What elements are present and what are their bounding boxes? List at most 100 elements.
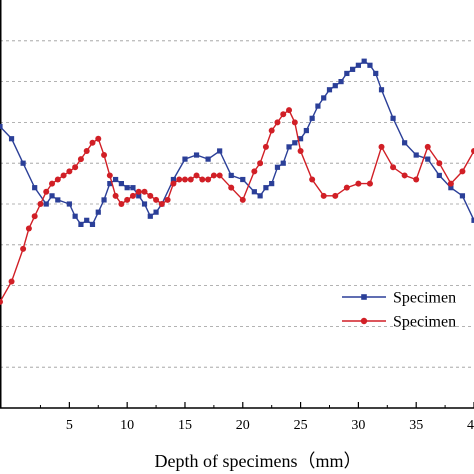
legend-marker bbox=[361, 294, 367, 300]
x-tick-label: 35 bbox=[409, 418, 423, 433]
data-point bbox=[107, 181, 113, 187]
data-point bbox=[297, 147, 304, 154]
data-point bbox=[147, 192, 154, 199]
data-point bbox=[303, 127, 309, 134]
data-point bbox=[54, 176, 61, 183]
data-point bbox=[343, 184, 350, 191]
data-point bbox=[135, 188, 142, 195]
data-point bbox=[199, 176, 206, 183]
data-point bbox=[49, 180, 56, 187]
data-point bbox=[366, 180, 373, 187]
data-point bbox=[193, 172, 200, 179]
data-point bbox=[43, 201, 49, 207]
data-point bbox=[118, 181, 124, 187]
data-point bbox=[373, 70, 379, 77]
legend-item: Specimen bbox=[342, 290, 456, 307]
data-point bbox=[25, 225, 32, 232]
data-point bbox=[170, 176, 177, 183]
data-point bbox=[60, 172, 67, 179]
data-point bbox=[355, 180, 362, 187]
data-point bbox=[181, 176, 188, 183]
data-point bbox=[257, 193, 263, 199]
data-point bbox=[292, 140, 298, 146]
data-point bbox=[459, 193, 466, 199]
data-point bbox=[280, 111, 287, 118]
legend-marker bbox=[360, 317, 368, 325]
data-point bbox=[367, 62, 373, 68]
data-point bbox=[338, 79, 344, 85]
data-point bbox=[240, 176, 246, 183]
data-point bbox=[471, 217, 474, 223]
data-point bbox=[309, 115, 315, 121]
data-point bbox=[401, 172, 408, 179]
data-point bbox=[425, 156, 431, 162]
data-point bbox=[77, 156, 84, 163]
data-point bbox=[390, 115, 396, 121]
data-point bbox=[344, 70, 350, 77]
data-point bbox=[31, 213, 38, 220]
data-point bbox=[332, 83, 338, 89]
data-point bbox=[141, 201, 148, 207]
data-point bbox=[228, 172, 234, 179]
x-tick-label: 30 bbox=[351, 418, 365, 433]
data-point bbox=[280, 160, 286, 166]
data-point bbox=[0, 298, 3, 305]
data-point bbox=[124, 196, 131, 203]
x-tick-label: 5 bbox=[66, 418, 73, 433]
data-point bbox=[49, 193, 55, 199]
data-point bbox=[113, 176, 119, 183]
data-point bbox=[205, 156, 211, 162]
data-point bbox=[269, 181, 275, 187]
x-tick-label: 15 bbox=[178, 418, 192, 433]
x-ticks: 5 10 15 20 25 30 35 40 bbox=[39, 402, 474, 433]
x-tick-label: 20 bbox=[236, 418, 250, 433]
data-point bbox=[315, 103, 321, 109]
x-tick-label: 25 bbox=[294, 418, 308, 433]
data-point bbox=[216, 172, 223, 179]
data-point bbox=[239, 196, 246, 203]
data-point bbox=[170, 180, 177, 187]
data-point bbox=[286, 144, 292, 150]
data-point bbox=[205, 176, 212, 183]
series-2 bbox=[0, 107, 474, 305]
data-point bbox=[361, 58, 367, 64]
axes bbox=[0, 0, 474, 409]
data-point bbox=[101, 197, 107, 203]
data-point bbox=[309, 176, 316, 183]
data-point bbox=[20, 160, 26, 166]
data-point bbox=[297, 136, 304, 142]
data-point bbox=[402, 140, 408, 146]
data-point bbox=[106, 172, 113, 179]
data-point bbox=[193, 152, 200, 158]
data-point bbox=[274, 119, 281, 126]
data-point bbox=[413, 176, 420, 183]
x-tick-label: 10 bbox=[120, 418, 134, 433]
data-point bbox=[176, 176, 183, 183]
data-point bbox=[447, 180, 454, 187]
x-axis-label: Depth of specimens（mm） bbox=[155, 451, 362, 471]
data-point bbox=[95, 135, 102, 142]
data-point bbox=[89, 221, 96, 227]
data-point bbox=[158, 201, 165, 207]
data-point bbox=[112, 192, 119, 199]
data-point bbox=[286, 107, 293, 114]
data-point bbox=[187, 176, 194, 183]
data-point bbox=[0, 123, 3, 130]
data-point bbox=[78, 221, 84, 227]
legend-label: Specimen bbox=[393, 314, 456, 331]
data-point bbox=[251, 168, 258, 175]
data-point bbox=[326, 87, 333, 93]
data-point bbox=[332, 192, 339, 199]
data-point bbox=[95, 209, 101, 215]
data-point bbox=[448, 185, 454, 191]
data-point bbox=[32, 185, 38, 191]
data-point bbox=[129, 192, 136, 199]
data-point bbox=[228, 184, 235, 191]
data-point bbox=[390, 164, 397, 171]
data-point bbox=[459, 168, 466, 175]
series-layer bbox=[0, 58, 474, 305]
data-point bbox=[182, 156, 188, 162]
data-point bbox=[257, 160, 264, 167]
data-point bbox=[350, 66, 356, 72]
